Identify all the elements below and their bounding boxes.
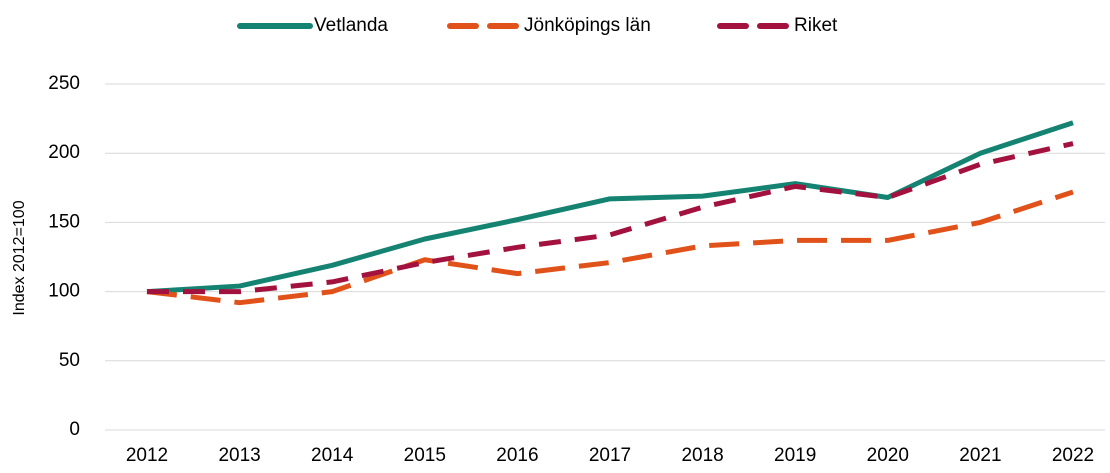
x-tick-label: 2014 (311, 445, 354, 466)
y-tick-label: 200 (48, 142, 80, 163)
x-tick-label: 2016 (496, 445, 538, 466)
y-tick-label: 100 (48, 281, 80, 302)
x-tick-label: 2018 (681, 445, 723, 466)
legend-label: Jönköpings län (524, 15, 651, 36)
y-tick-label: 50 (59, 350, 80, 371)
y-tick-label: 150 (48, 211, 80, 232)
x-tick-label: 2012 (126, 445, 168, 466)
legend-label: Vetlanda (314, 15, 388, 36)
x-tick-label: 2013 (218, 445, 260, 466)
y-tick-label: 0 (69, 419, 80, 440)
x-tick-label: 2022 (1052, 445, 1094, 466)
series-line (146, 120, 1074, 295)
x-tick-label: 2021 (959, 445, 1001, 466)
legend-label: Riket (794, 15, 838, 36)
x-tick-label: 2015 (404, 445, 446, 466)
x-tick-label: 2020 (867, 445, 909, 466)
x-tick-label: 2019 (774, 445, 816, 466)
y-axis-label: Index 2012=100 (11, 200, 28, 315)
y-tick-label: 250 (48, 73, 80, 94)
series-line (146, 189, 1074, 306)
series-line (147, 141, 1074, 295)
x-tick-label: 2017 (589, 445, 631, 466)
